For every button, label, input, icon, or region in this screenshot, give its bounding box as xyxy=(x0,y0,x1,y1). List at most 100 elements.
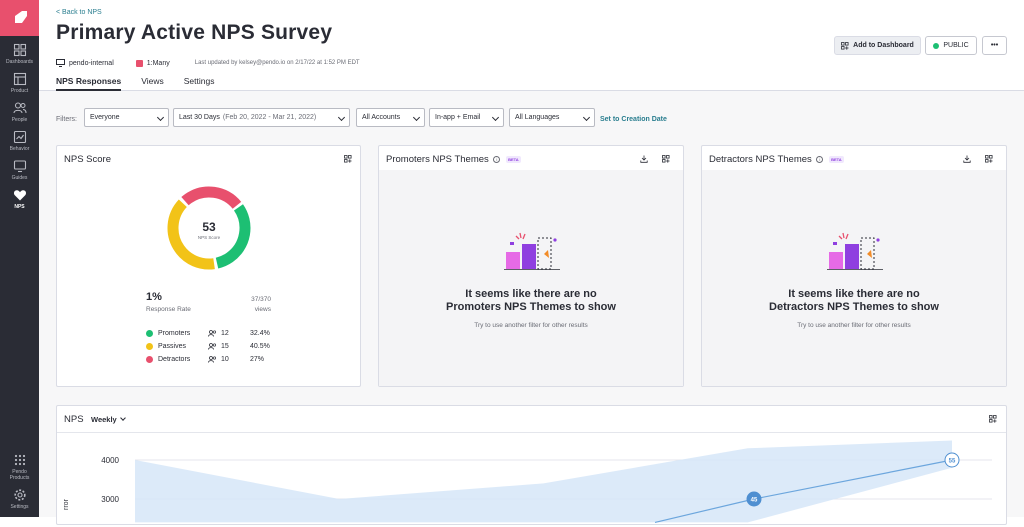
segment-filter-select[interactable]: Everyone xyxy=(84,108,169,127)
language-filter-select[interactable]: All Languages xyxy=(509,108,595,127)
set-to-creation-date-link[interactable]: Set to Creation Date xyxy=(600,116,667,123)
detractors-dot xyxy=(146,355,153,363)
sidebar-item-label: Behavior xyxy=(9,146,30,152)
tab-settings[interactable]: Settings xyxy=(183,76,215,86)
date-range-select[interactable]: Last 30 Days (Feb 20, 2022 - Mar 21, 202… xyxy=(173,108,350,127)
accounts-filter-select[interactable]: All Accounts xyxy=(356,108,425,127)
download-icon[interactable] xyxy=(963,155,971,163)
card-title: NPS xyxy=(64,414,84,425)
sidebar: Dashboards Product People Behavior Guide… xyxy=(0,0,39,517)
nps-score-label: NPS Score xyxy=(197,235,221,240)
empty-state-title-line1: It seems like there are no xyxy=(465,288,597,300)
sidebar-item-product[interactable]: Product xyxy=(0,72,39,100)
card-title: NPS Score xyxy=(64,154,111,165)
donut-segment-detractors[interactable] xyxy=(164,183,254,273)
more-options-button[interactable]: ••• xyxy=(982,36,1007,55)
views-count: 37/370 xyxy=(251,296,271,303)
accounts-filter-value: All Accounts xyxy=(362,114,401,121)
chevron-down-icon xyxy=(337,113,346,122)
filters-label: Filters: xyxy=(56,116,77,123)
promoters-row: Promoters 12 32.4% xyxy=(146,328,270,338)
empty-state-subtitle: Try to use another filter for other resu… xyxy=(797,322,911,329)
promoters-count: 12 xyxy=(221,329,229,337)
interval-dropdown[interactable]: Weekly xyxy=(91,415,126,424)
segment-color-swatch xyxy=(135,59,143,67)
detractors-label: Detractors xyxy=(158,355,191,363)
add-widget-icon[interactable] xyxy=(344,155,352,163)
detractors-themes-card: Detractors NPS Themes i BETA It seems li… xyxy=(701,145,1007,387)
detractors-count: 10 xyxy=(221,355,229,363)
card-title-row: Detractors NPS Themes i BETA xyxy=(709,154,844,165)
add-to-dashboard-button[interactable]: Add to Dashboard xyxy=(834,36,921,55)
detractors-row: Detractors 10 27% xyxy=(146,354,264,364)
tab-views[interactable]: Views xyxy=(141,76,164,86)
passives-row: Passives 15 40.5% xyxy=(146,341,270,351)
sidebar-item-nps[interactable]: NPS xyxy=(0,188,39,216)
add-to-dashboard-label: Add to Dashboard xyxy=(853,42,914,49)
sidebar-item-guides[interactable]: Guides xyxy=(0,159,39,187)
people-icon xyxy=(208,342,217,350)
confidence-band xyxy=(135,440,952,523)
promoters-label: Promoters xyxy=(158,329,191,337)
public-status-dot xyxy=(933,42,940,49)
passives-percent: 40.5% xyxy=(250,342,270,350)
nps-donut-chart xyxy=(164,183,254,273)
empty-chart-illustration xyxy=(504,232,560,270)
y-tick-label: 3000 xyxy=(101,495,119,504)
info-icon[interactable]: i xyxy=(493,155,501,163)
sidebar-item-label: Product xyxy=(10,88,29,94)
add-widget-icon[interactable] xyxy=(662,155,670,163)
behavior-icon xyxy=(13,130,26,144)
empty-state: It seems like there are no Promoters NPS… xyxy=(379,170,683,386)
empty-state-subtitle: Try to use another filter for other resu… xyxy=(474,322,588,329)
people-icon xyxy=(208,329,217,337)
chevron-down-icon xyxy=(491,113,500,122)
nps-data-point[interactable] xyxy=(944,452,960,468)
add-widget-icon[interactable] xyxy=(985,155,993,163)
passives-count: 15 xyxy=(221,342,229,350)
nps-data-label: 45 xyxy=(751,498,758,504)
page-title: Primary Active NPS Survey xyxy=(56,21,333,44)
visibility-public-button[interactable]: PUBLIC xyxy=(925,36,977,55)
response-rate-value: 1% xyxy=(146,291,162,303)
main-content: < Back to NPS Primary Active NPS Survey … xyxy=(39,0,1024,525)
pendo-logo-icon xyxy=(14,11,27,23)
back-to-nps-link[interactable]: < Back to NPS xyxy=(56,9,102,16)
sidebar-item-pendo-products[interactable]: Pendo Products xyxy=(0,453,39,483)
sidebar-item-settings[interactable]: Settings xyxy=(0,488,39,516)
y-tick-label: 4000 xyxy=(101,456,119,465)
detractors-percent: 27% xyxy=(250,355,265,363)
product-icon xyxy=(13,72,26,86)
public-label: PUBLIC xyxy=(943,42,969,49)
nps-data-point[interactable] xyxy=(746,491,762,507)
donut-segment-passives[interactable] xyxy=(164,183,254,273)
beta-badge: BETA xyxy=(506,155,521,163)
passives-label: Passives xyxy=(158,342,187,350)
sidebar-item-label: Pendo Products xyxy=(9,469,30,481)
add-widget-icon[interactable] xyxy=(989,415,997,423)
empty-state-title-line2: Detractors NPS Themes to show xyxy=(769,301,939,313)
channel-filter-value: In-app + Email xyxy=(435,114,481,121)
date-range-detail: (Feb 20, 2022 - Mar 21, 2022) xyxy=(222,114,317,121)
card-title: Detractors NPS Themes xyxy=(709,154,812,165)
people-icon xyxy=(208,355,217,363)
sidebar-item-behavior[interactable]: Behavior xyxy=(0,130,39,158)
page-tabs: NPS Responses Views Settings xyxy=(56,76,234,91)
people-icon xyxy=(12,102,26,114)
promoters-percent: 32.4% xyxy=(250,329,270,337)
sidebar-item-people[interactable]: People xyxy=(0,101,39,129)
info-icon[interactable]: i xyxy=(816,155,824,163)
card-divider xyxy=(57,432,1006,433)
download-icon[interactable] xyxy=(640,155,648,163)
channel-filter-select[interactable]: In-app + Email xyxy=(429,108,504,127)
dashboard-icon xyxy=(13,43,26,57)
pendo-logo[interactable] xyxy=(0,0,39,36)
add-widget-icon xyxy=(841,41,849,50)
passives-dot xyxy=(146,342,153,350)
segment-filter-value: Everyone xyxy=(90,114,120,121)
promoters-dot xyxy=(146,329,153,337)
sidebar-item-label: People xyxy=(11,117,28,123)
heart-icon xyxy=(13,190,26,201)
sidebar-item-dashboards[interactable]: Dashboards xyxy=(0,43,39,71)
tab-nps-responses[interactable]: NPS Responses xyxy=(56,76,122,91)
